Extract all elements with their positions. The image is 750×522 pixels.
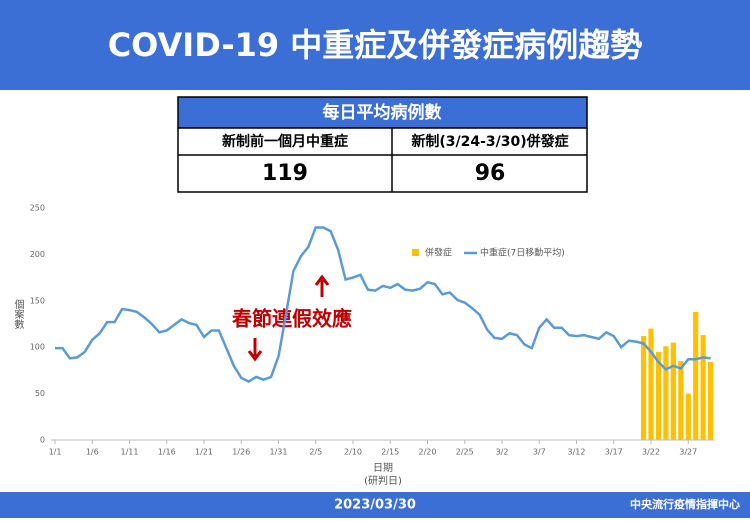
x-tick-label: 1/31: [270, 448, 288, 457]
y-tick-label: 150: [30, 296, 45, 305]
arrow: [314, 274, 330, 297]
bar: [700, 335, 706, 440]
x-axis-label: 日期: [373, 462, 393, 474]
x-tick-label: 2/5: [309, 448, 322, 457]
bar: [678, 361, 684, 440]
table-value: 96: [475, 161, 506, 186]
banner: [0, 0, 750, 90]
x-tick-label: 1/6: [86, 448, 99, 457]
table-title: 每日平均病例數: [323, 102, 442, 123]
x-tick-label: 3/12: [568, 448, 586, 457]
legend-swatch: [412, 249, 419, 256]
arrow: [247, 338, 263, 362]
table-header: [177, 96, 588, 129]
annotation: 春節連假效應: [231, 307, 352, 331]
bar: [670, 342, 676, 440]
x-axis-note: (研判日): [364, 475, 402, 487]
x-tick-label: 3/2: [496, 448, 509, 457]
x-tick-label: 2/20: [419, 448, 437, 457]
bar: [640, 336, 647, 440]
x-tick-label: 2/10: [344, 448, 362, 457]
bar: [648, 328, 654, 440]
bar: [663, 346, 669, 440]
bar: [708, 362, 714, 440]
footer-date: 2023/03/30: [334, 498, 416, 513]
legend-label: 中重症(7日移動平均): [480, 247, 565, 259]
x-tick-label: 2/25: [456, 448, 474, 457]
footer-source: 中央流行疫情指揮中心: [630, 497, 740, 511]
x-tick-label: 3/27: [679, 448, 697, 457]
x-tick-label: 3/22: [642, 448, 660, 457]
page-title: COVID-19 中重症及併發症病例趨勢: [108, 26, 643, 64]
x-tick-label: 1/1: [49, 448, 62, 457]
table-value: 119: [262, 161, 308, 186]
y-axis-label: 個案數: [12, 298, 24, 330]
bar: [685, 393, 691, 440]
y-tick-label: 250: [30, 204, 45, 213]
y-tick-label: 200: [30, 250, 45, 259]
x-tick-label: 3/17: [605, 448, 623, 457]
line: [55, 226, 711, 383]
table-body: [177, 127, 588, 193]
x-tick-label: 1/16: [158, 448, 176, 457]
x-tick-label: 3/7: [533, 448, 546, 457]
y-tick-label: 50: [35, 389, 45, 398]
bar: [655, 351, 662, 440]
table-header-cell: 新制(3/24-3/30)併發症: [411, 133, 568, 150]
x-tick-label: 1/11: [121, 448, 139, 457]
table-header-cell: 新制前一個月中重症: [222, 133, 348, 150]
y-tick-label: 100: [30, 343, 45, 352]
x-tick-label: 1/21: [195, 448, 213, 457]
footer-bar: [0, 492, 750, 518]
legend-label: 併發症: [425, 247, 452, 259]
x-tick-label: 2/15: [381, 448, 399, 457]
bar: [693, 311, 699, 440]
x-tick-label: 1/26: [232, 448, 250, 457]
y-tick-label: 0: [40, 436, 45, 445]
